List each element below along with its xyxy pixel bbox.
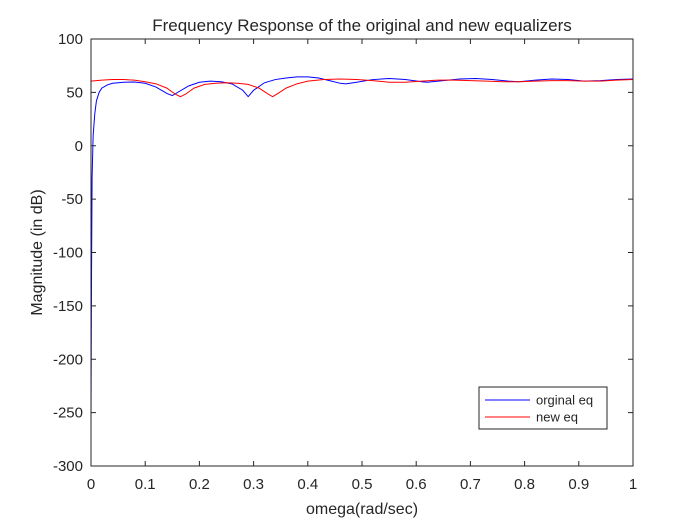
x-tick-label: 0.4 bbox=[297, 476, 318, 493]
series-line-1 bbox=[90, 76, 634, 422]
x-tick-label: 0.2 bbox=[189, 476, 210, 493]
y-tick-label: -50 bbox=[61, 191, 83, 208]
x-tick-label: 0.5 bbox=[352, 476, 373, 493]
x-tick-label: 0.8 bbox=[514, 476, 535, 493]
x-tick-label: 0.9 bbox=[568, 476, 589, 493]
y-tick-label: 0 bbox=[75, 138, 83, 155]
legend-box bbox=[478, 386, 608, 430]
axis-ticks: 0 0.1 0.2 0.3 0.4 0.5 0.6 0.7 0.8 0.9 1 100 50 0 -50 -1… bbox=[53, 31, 637, 493]
x-tick-label: 0.1 bbox=[135, 476, 156, 493]
series-line-2 bbox=[90, 78, 634, 98]
chart-title: Frequency Response of the original and n… bbox=[152, 16, 572, 35]
legend-label-1: orginal eq bbox=[536, 393, 593, 408]
y-tick-label: 50 bbox=[66, 84, 83, 101]
x-tick-label: 0.7 bbox=[460, 476, 481, 493]
y-axis-label: Magnitude (in dB) bbox=[29, 189, 46, 315]
y-tick-label: -200 bbox=[53, 351, 83, 368]
y-tick-label: -100 bbox=[53, 245, 83, 262]
x-tick-label: 0.3 bbox=[243, 476, 264, 493]
x-tick-label: 0 bbox=[87, 476, 95, 493]
x-axis-label: omega(rad/sec) bbox=[306, 501, 418, 518]
y-tick-label: -150 bbox=[53, 298, 83, 315]
legend-label-2: new eq bbox=[536, 410, 578, 425]
y-tick-label: -250 bbox=[53, 405, 83, 422]
x-tick-label: 1 bbox=[629, 476, 637, 493]
plot-area bbox=[90, 76, 634, 422]
y-tick-label: 100 bbox=[58, 31, 83, 48]
legend: orginal eq new eq bbox=[478, 386, 608, 430]
x-tick-label: 0.6 bbox=[406, 476, 427, 493]
y-tick-label: -300 bbox=[53, 458, 83, 475]
